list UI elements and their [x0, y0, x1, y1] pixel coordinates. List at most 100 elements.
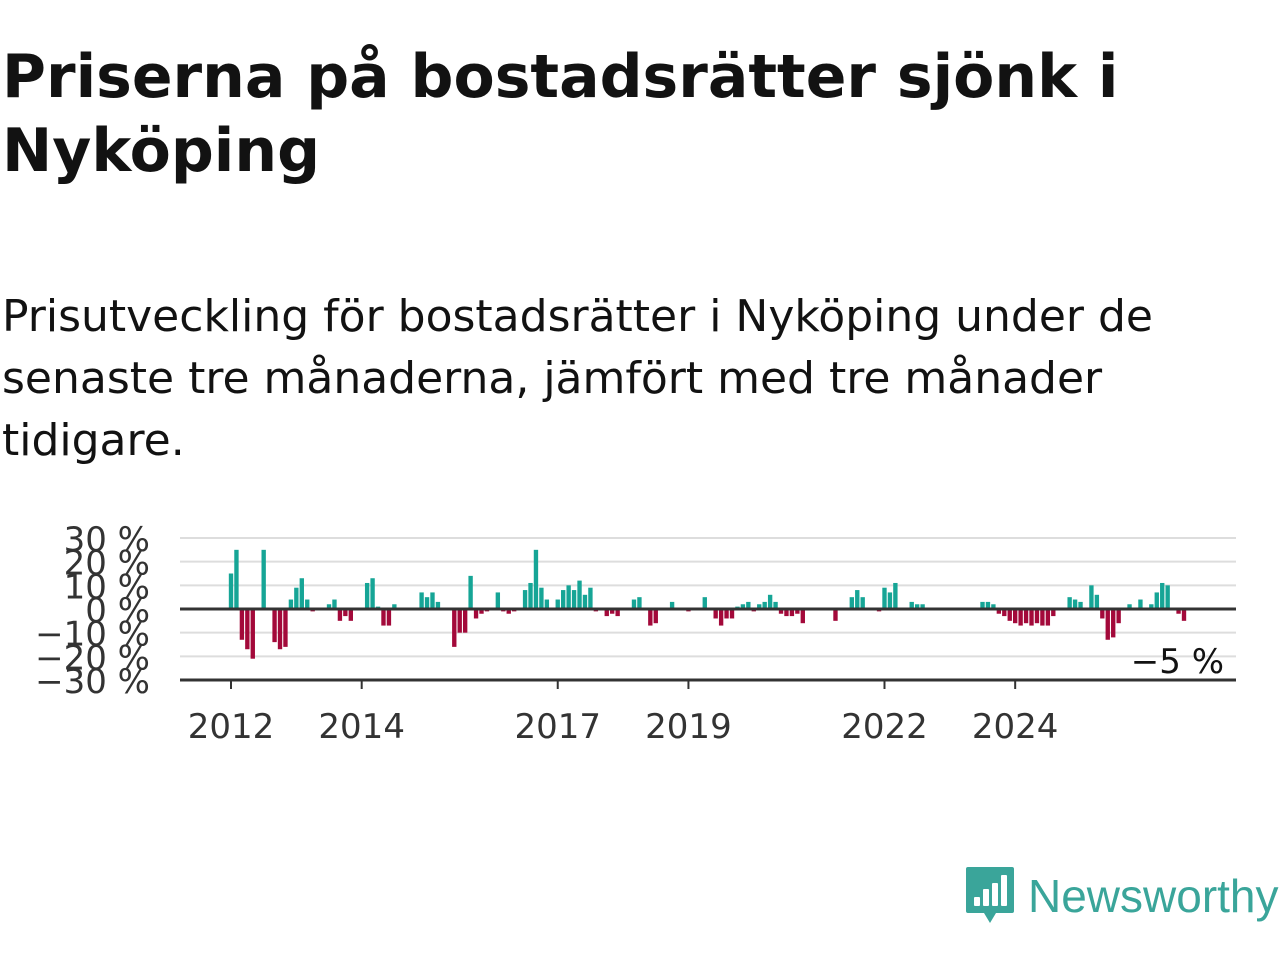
bar: [1154, 592, 1159, 609]
bar: [1029, 609, 1034, 626]
bar: [784, 609, 789, 617]
bar: [637, 597, 642, 609]
bar: [555, 599, 560, 609]
bar: [305, 599, 310, 609]
bar: [234, 549, 239, 609]
bar: [1089, 585, 1094, 609]
bar: [1111, 609, 1116, 638]
bar: [1078, 601, 1083, 609]
chart-subtitle: Prisutveckling för bostadsrätter i Nyköp…: [2, 291, 1154, 466]
bar: [348, 609, 353, 621]
y-tick-label: 30 %: [64, 520, 150, 560]
axes: [180, 607, 1236, 689]
bar: [604, 609, 609, 617]
y-tick-label: 10 %: [64, 567, 150, 607]
bar: [343, 609, 348, 617]
bar: [473, 609, 479, 619]
chart-title: Priserna på bostadsrätter sjönk i Nyköpi…: [2, 42, 1119, 186]
bar: [1013, 609, 1018, 624]
bar: [1160, 582, 1165, 609]
bar: [277, 609, 283, 650]
bar: [506, 609, 511, 614]
bar: [1149, 604, 1154, 609]
bars: [228, 549, 1187, 659]
bar: [495, 592, 501, 609]
bar: [855, 590, 860, 609]
bar: [1040, 609, 1045, 626]
bar: [533, 549, 539, 609]
bar: [757, 604, 762, 609]
bar: [724, 609, 729, 619]
bar: [419, 592, 424, 609]
bar: [468, 575, 473, 609]
bar: [991, 604, 996, 609]
bar: [653, 609, 658, 624]
bar: [1138, 599, 1143, 609]
bar: [615, 609, 620, 617]
bar: [337, 609, 343, 621]
bar: [1002, 609, 1007, 617]
x-tick-label: 2024: [972, 707, 1059, 747]
bar: [228, 573, 234, 609]
bar: [789, 609, 795, 617]
bar: [1176, 609, 1181, 614]
bar: [1105, 609, 1110, 640]
y-tick-label: −30 %: [35, 662, 150, 702]
bar: [729, 609, 735, 619]
bar: [326, 604, 332, 609]
bar: [980, 601, 985, 609]
bar: [648, 609, 653, 626]
bar: [582, 594, 588, 609]
bar: [462, 609, 468, 633]
bar: [1045, 609, 1051, 626]
bar: [914, 604, 920, 609]
bar: [1116, 609, 1121, 624]
bar: [577, 580, 582, 609]
bar: [1072, 599, 1078, 609]
bar: [544, 599, 550, 609]
bar: [740, 604, 746, 609]
bar: [795, 609, 800, 614]
bar: [239, 609, 245, 640]
tick-labels: 30 %20 %10 %0 %−10 %−20 %−30 % 2012 2014 20…: [35, 520, 1224, 747]
bar: [893, 582, 898, 609]
bar: [571, 590, 577, 609]
bar: [909, 601, 914, 609]
bar: [386, 609, 392, 626]
bar: [773, 601, 778, 609]
bar: [1165, 585, 1170, 609]
bar: [522, 590, 528, 609]
bar: [833, 609, 838, 621]
bar: [539, 587, 544, 609]
bar: [272, 609, 277, 643]
brand-name: Newsworthy: [1028, 870, 1279, 922]
brand-logo[interactable]: Newsworthy: [964, 864, 1279, 928]
bar: [588, 587, 593, 609]
bar: [631, 599, 637, 609]
bar: [1018, 609, 1023, 626]
bar: [882, 587, 887, 609]
bar: [1034, 609, 1040, 624]
bar: [528, 582, 533, 609]
bar: [1067, 597, 1072, 609]
bar: [566, 585, 571, 609]
bar: [294, 587, 299, 609]
bar: [452, 609, 457, 647]
bar: [288, 599, 294, 609]
bar: [332, 599, 337, 609]
bar: [718, 609, 724, 626]
newsworthy-logo-icon: [966, 867, 1014, 923]
bar: [261, 549, 266, 609]
bar: [985, 601, 991, 609]
y-tick-label: 20 %: [64, 544, 150, 584]
bar: [920, 604, 925, 609]
bar: [1127, 604, 1132, 609]
bar: [1051, 609, 1056, 617]
y-tick-label: −10 %: [35, 615, 150, 655]
x-tick-label: 2014: [318, 707, 405, 747]
x-tick-label: 2012: [188, 707, 275, 747]
bar: [250, 609, 255, 659]
bar: [767, 594, 773, 609]
bar: [370, 578, 375, 609]
bar: [1181, 609, 1187, 621]
